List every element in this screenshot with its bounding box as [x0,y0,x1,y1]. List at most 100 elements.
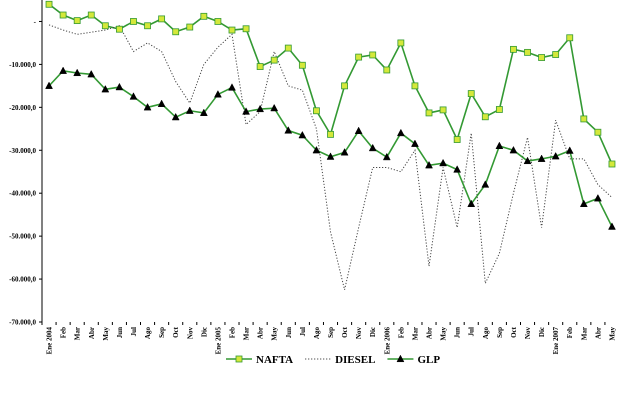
data-point-glp [608,222,616,230]
x-tick-label: Abr [426,327,434,339]
x-tick-label: Jul [130,327,138,336]
legend: NAFTA DIESEL GLP [226,354,440,366]
series-markers [45,0,616,230]
legend-marker [396,354,405,363]
data-point-nafta [186,23,194,31]
data-point-glp [425,160,433,169]
x-tick-label: Dic [369,327,377,337]
x-tick-label: Nov [186,327,194,340]
y-tick-label: -70.000,0 [9,319,36,327]
x-tick-label: Mar [243,327,251,340]
x-tick-label: Jun [454,327,462,338]
x-tick-label: Ene 2004 [46,327,54,355]
series-lines [48,3,613,290]
x-tick-label: Feb [566,327,574,338]
data-point-nafta [158,15,166,23]
data-point-nafta [411,82,419,90]
data-point-nafta [397,39,405,47]
x-tick-label: Ene 2006 [383,327,391,355]
x-tick-label: May [440,327,448,341]
data-point-nafta [552,51,560,58]
x-tick-label: Feb [60,327,68,338]
data-point-glp [523,156,532,165]
data-point-glp [453,165,462,173]
data-point-glp [551,151,560,160]
x-tick-label: Mar [74,327,82,340]
data-point-nafta [327,130,334,138]
data-point-nafta [355,53,363,61]
data-point-glp [45,81,53,89]
data-point-glp [537,154,546,162]
x-tick-labels: Ene 2004 Feb Mar Abr May Jun Jul Ago Sep Oct Nov Di… [46,326,617,354]
data-point-nafta [101,22,109,30]
y-tick-label: -50.000,0 [9,233,36,241]
data-point-nafta [425,109,433,117]
data-point-nafta [341,82,348,90]
x-tick-label: Jun [116,327,124,338]
data-point-glp [467,199,476,207]
data-point-nafta [73,17,81,25]
data-point-glp [101,84,110,93]
data-point-glp [171,112,180,121]
data-point-nafta [200,12,208,20]
data-point-glp [340,148,349,156]
data-point-glp [87,69,96,78]
data-point-glp [396,128,405,137]
data-point-glp [199,108,208,116]
legend-item-nafta: NAFTA [226,354,293,366]
chart-axes [39,0,606,325]
data-point-nafta [298,61,306,69]
x-tick-label: May [271,327,279,341]
x-tick-label: Nov [355,327,363,340]
data-point-glp [115,82,124,91]
x-tick-label: Dic [538,327,546,337]
data-point-nafta [242,25,250,33]
data-point-nafta [228,26,236,34]
y-tick-label: -20.000,0 [9,104,36,112]
data-point-glp [495,141,504,150]
data-point-nafta [467,90,475,97]
data-point-nafta [172,28,180,36]
x-tick-label: May [102,327,110,341]
data-point-nafta [130,18,137,25]
x-tick-label: Abr [257,327,265,339]
x-tick-label: Jul [468,327,476,336]
data-point-nafta [594,128,602,136]
data-point-nafta [369,51,377,59]
x-tick-label: Ene 2005 [214,327,222,355]
data-point-nafta [439,106,447,114]
data-point-nafta [383,66,391,74]
data-point-glp [59,66,68,74]
data-point-glp [565,146,574,154]
y-tick-labels: - -10.000,0 -20.000,0 -30.000,0 -40.000,0 -50… [9,18,37,327]
data-point-glp [593,194,602,202]
data-point-nafta [510,45,517,53]
data-point-nafta [495,106,503,113]
data-point-glp [228,83,236,91]
data-point-nafta [284,44,292,52]
data-point-nafta [214,18,222,25]
x-tick-label: Dic [200,327,208,337]
x-tick-label: Feb [397,327,405,338]
x-tick-label: Sep [327,327,335,338]
x-tick-label: Mar [580,327,588,340]
x-tick-label: Oct [341,326,349,338]
data-point-nafta [566,34,574,42]
data-point-glp [579,199,588,207]
data-point-glp [157,99,166,107]
x-tick-label: Nov [524,327,532,340]
data-point-nafta [270,56,278,64]
data-point-glp [143,102,152,111]
data-point-glp [439,158,448,167]
data-point-glp [73,68,82,77]
x-tick-label: Mar [411,327,419,340]
x-tick-label: Sep [158,327,166,338]
data-point-glp [368,143,377,152]
data-point-nafta [481,113,489,121]
series-line-diesel [48,24,613,290]
data-point-nafta [453,136,461,143]
data-point-glp [298,130,307,139]
data-point-nafta [524,48,531,56]
legend-label: DIESEL [335,354,375,366]
legend-item-glp: GLP [387,354,440,366]
